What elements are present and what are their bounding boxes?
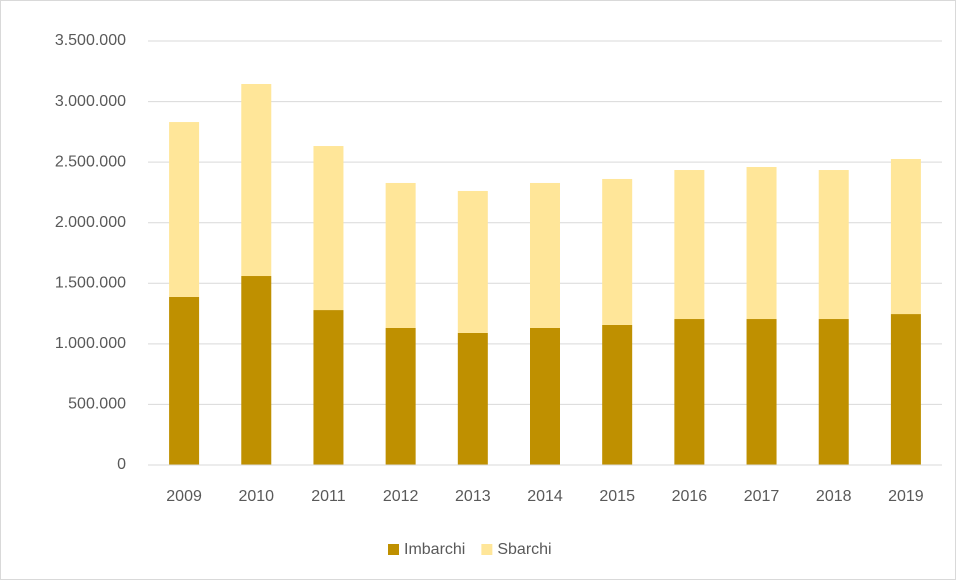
x-tick-label: 2012 <box>383 488 419 505</box>
x-tick-label: 2018 <box>816 488 852 505</box>
bar-segment <box>530 182 560 328</box>
y-tick-label: 3.000.000 <box>55 93 126 110</box>
bar-segment <box>241 84 272 277</box>
bar-segment <box>457 190 488 333</box>
x-tick-label: 2009 <box>166 488 202 505</box>
bar-segment <box>818 170 849 320</box>
y-tick-label: 1.500.000 <box>55 275 126 292</box>
y-tick-label: 0 <box>117 456 126 473</box>
legend-label: Sbarchi <box>497 541 551 558</box>
x-tick-label: 2013 <box>455 488 491 505</box>
legend-swatch <box>481 544 493 555</box>
legend-label: Imbarchi <box>404 541 465 558</box>
bar-segment <box>890 314 921 465</box>
bar-segment <box>385 182 416 328</box>
bar-segment <box>746 319 777 465</box>
bar-segment <box>674 170 705 320</box>
bar-segment <box>169 296 200 465</box>
bar-segment <box>313 146 344 311</box>
legend-swatch <box>388 544 399 555</box>
y-tick-label: 3.500.000 <box>55 32 126 49</box>
y-tick-label: 2.000.000 <box>55 214 126 231</box>
x-tick-label: 2010 <box>238 488 274 505</box>
bar-segment <box>169 122 200 297</box>
bar-segment <box>602 178 633 325</box>
bar-segment <box>890 158 921 315</box>
bar-segment <box>602 324 633 465</box>
y-tick-label: 2.500.000 <box>55 153 126 170</box>
x-tick-label: 2011 <box>311 488 346 505</box>
x-tick-label: 2015 <box>599 488 635 505</box>
bar-segment <box>530 327 560 465</box>
bar-segment <box>385 327 416 465</box>
y-tick-label: 1.000.000 <box>55 335 126 352</box>
bar-segment <box>241 276 272 465</box>
bar-segment <box>313 310 344 465</box>
bar-segment <box>818 319 849 465</box>
x-tick-label: 2016 <box>672 488 708 505</box>
bar-segment <box>746 166 777 320</box>
x-tick-label: 2014 <box>527 488 563 505</box>
x-tick-label: 2019 <box>888 488 924 505</box>
bar-segment <box>457 332 488 465</box>
y-tick-label: 500.000 <box>68 396 126 413</box>
x-tick-label: 2017 <box>744 488 780 505</box>
bar-segment <box>674 319 705 465</box>
